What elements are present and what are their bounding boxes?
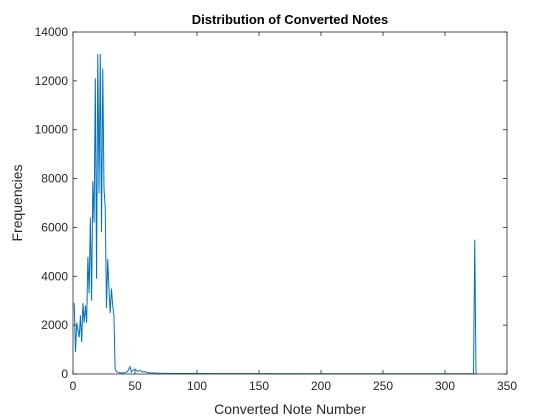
y-axis-label: Frequencies [9,164,25,241]
y-tick-label: 2000 [41,318,68,332]
y-tick-label: 14000 [35,25,69,39]
chart-title: Distribution of Converted Notes [192,12,388,27]
y-tick-label: 10000 [35,123,69,137]
y-tick-label: 8000 [41,172,68,186]
x-tick-label: 350 [497,379,517,393]
axes-box [72,31,508,375]
y-tick-label: 12000 [35,74,69,88]
y-tick-label: 4000 [41,269,68,283]
x-tick-label: 200 [311,379,331,393]
x-axis-label: Converted Note Number [214,401,366,417]
x-tick-label: 0 [70,379,77,393]
series-line [73,53,478,375]
plot-area [73,32,507,374]
x-tick-label: 250 [373,379,393,393]
x-tick-label: 150 [249,379,269,393]
y-tick-label: 0 [61,367,68,381]
tick-labels: 0 50 100 150 200 250 300 350 0 2000 4000 6000 8000 10… [35,25,518,393]
x-tick-label: 300 [435,379,455,393]
x-tick-label: 50 [128,379,142,393]
x-tick-label: 100 [187,379,207,393]
y-tick-label: 6000 [41,220,68,234]
